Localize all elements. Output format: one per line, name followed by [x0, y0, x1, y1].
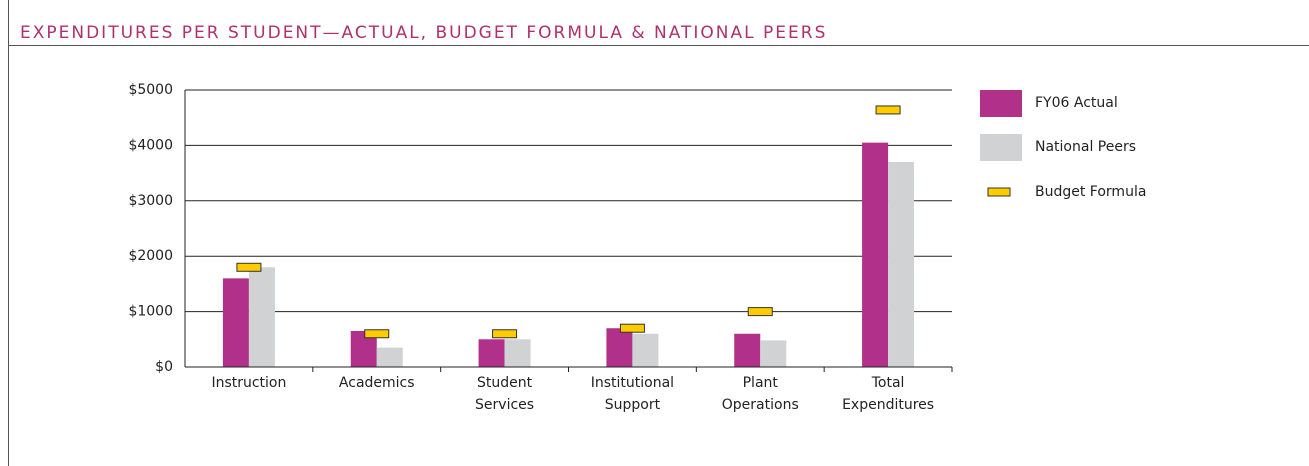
y-tick-label: $5000	[128, 82, 173, 98]
y-tick-label: $0	[155, 359, 173, 375]
legend-label: Budget Formula	[1035, 184, 1146, 200]
budget-marker	[364, 329, 390, 339]
bar	[760, 340, 787, 367]
y-tick-label: $2000	[128, 248, 173, 264]
bar	[888, 162, 915, 367]
legend-label: National Peers	[1035, 139, 1136, 155]
budget-marker	[747, 307, 773, 317]
y-tick-label: $3000	[128, 193, 173, 209]
legend-swatch	[980, 134, 1022, 161]
bar	[504, 339, 531, 367]
x-tick-label: Total Expenditures	[842, 375, 934, 413]
budget-marker	[492, 329, 518, 339]
y-tick-label: $1000	[128, 304, 173, 320]
legend-swatch	[980, 90, 1022, 117]
budget-marker	[875, 105, 901, 115]
x-tick-label: Student Services	[475, 375, 534, 413]
budget-marker	[619, 323, 645, 333]
bar	[478, 339, 505, 367]
bar	[376, 347, 403, 367]
bar	[632, 333, 659, 367]
x-tick-label: Institutional Support	[591, 375, 674, 413]
bar	[248, 267, 275, 367]
x-tick-label: Academics	[339, 375, 415, 391]
chart-title: EXPENDITURES PER STUDENT—ACTUAL, BUDGET …	[20, 23, 827, 43]
legend-marker	[987, 187, 1011, 197]
bar	[222, 278, 249, 367]
x-tick-label: Plant Operations	[722, 375, 799, 413]
legend-label: FY06 Actual	[1035, 95, 1118, 111]
x-tick-label: Instruction	[211, 375, 286, 391]
y-tick-label: $4000	[128, 137, 173, 153]
budget-marker	[236, 262, 262, 272]
bar	[606, 328, 633, 367]
bar	[862, 142, 889, 367]
bar	[734, 333, 761, 367]
